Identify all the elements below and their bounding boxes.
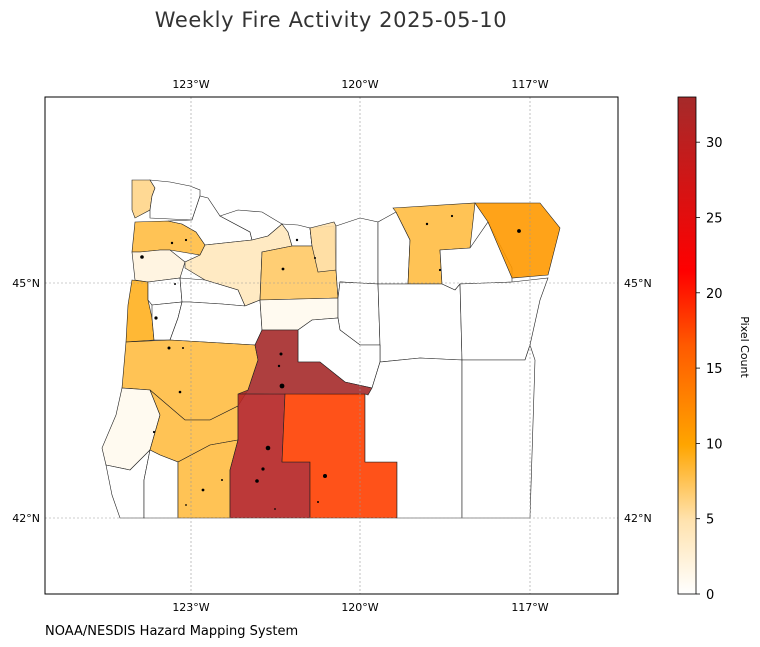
- fire-point: [201, 488, 205, 492]
- fire-point: [170, 241, 174, 245]
- colorbar-tick-label: 25: [706, 211, 723, 226]
- fire-point: [277, 364, 281, 368]
- fire-point: [184, 238, 188, 242]
- lat-tick-left: 42°N: [12, 512, 40, 525]
- county-grant: [377, 283, 463, 363]
- colorbar: 0 5 10 15 20 25 30 Pixel Count: [677, 96, 751, 603]
- fire-point: [425, 222, 429, 226]
- fire-point: [261, 467, 265, 471]
- lat-tick-right: 45°N: [624, 277, 652, 290]
- fire-point: [274, 508, 276, 510]
- fire-point: [140, 255, 144, 259]
- fire-point: [265, 445, 271, 451]
- lat-tick-right: 42°N: [624, 512, 652, 525]
- fire-point: [152, 430, 156, 434]
- fire-point: [517, 229, 521, 233]
- fire-point: [317, 501, 319, 503]
- fire-point: [323, 474, 327, 478]
- colorbar-ticks: 0 5 10 15 20 25 30: [696, 136, 723, 603]
- fire-point: [174, 283, 176, 285]
- lon-tick-bottom: 123°W: [172, 601, 209, 614]
- colorbar-gradient: [677, 96, 697, 595]
- lat-tick-left: 45°N: [12, 277, 40, 290]
- county-layer: [101, 179, 561, 519]
- fire-point: [279, 383, 285, 389]
- fire-point: [279, 352, 283, 356]
- lon-tick-bottom: 120°W: [341, 601, 378, 614]
- fire-point: [281, 267, 285, 271]
- fire-point: [178, 390, 182, 394]
- credit-text: NOAA/NESDIS Hazard Mapping System: [45, 624, 298, 639]
- fire-point: [450, 214, 454, 218]
- lon-tick-top: 123°W: [172, 78, 209, 91]
- map-gridlines: [45, 97, 618, 594]
- fire-point: [182, 347, 184, 349]
- county-malheur: [461, 344, 536, 519]
- lon-tick-bottom: 117°W: [511, 601, 548, 614]
- county-linn: [169, 299, 263, 346]
- colorbar-tick-label: 20: [706, 287, 723, 302]
- fire-detections: [140, 214, 521, 510]
- colorbar-tick-label: 10: [706, 437, 723, 452]
- map-area: 123°W 120°W 117°W 123°W 120°W 117°W 45°N…: [12, 78, 651, 614]
- colorbar-label: Pixel Count: [738, 316, 751, 378]
- fire-point: [185, 504, 187, 506]
- county-polk: [147, 277, 183, 306]
- map-frame: [44, 96, 619, 595]
- fire-point: [295, 238, 299, 242]
- lon-tick-top: 117°W: [511, 78, 548, 91]
- chart-title: Weekly Fire Activity 2025-05-10: [155, 8, 507, 32]
- county-josephine: [143, 449, 179, 519]
- fire-point: [154, 316, 158, 320]
- fire-point: [255, 479, 259, 483]
- lon-tick-top: 120°W: [341, 78, 378, 91]
- colorbar-tick-label: 5: [706, 513, 714, 528]
- colorbar-tick-label: 30: [706, 136, 723, 151]
- colorbar-tick-label: 15: [706, 362, 723, 377]
- fire-point: [438, 268, 442, 272]
- fire-point: [314, 257, 316, 259]
- county-wallowa: [474, 202, 561, 279]
- fire-point: [167, 346, 171, 350]
- colorbar-tick-label: 0: [706, 588, 714, 603]
- fire-point: [221, 479, 223, 481]
